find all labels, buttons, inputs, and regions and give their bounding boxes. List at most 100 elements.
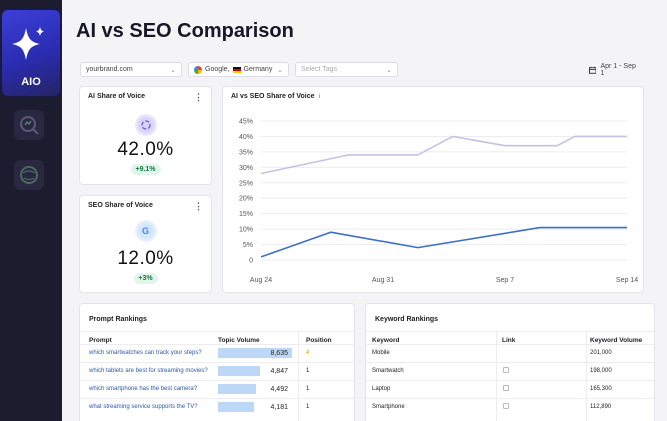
position-value: 1 (306, 404, 310, 410)
column-header-keyword[interactable]: Keyword (372, 337, 400, 344)
y-tick-label: 45% (239, 119, 253, 126)
y-tick-label: 5% (243, 242, 253, 249)
y-tick-label: 15% (239, 211, 253, 218)
domain-value: yourbrand.com (86, 66, 133, 73)
seo-share-card: SEO Share of Voice ⋮ G 12.0% +3% (79, 195, 212, 293)
column-header-topic-volume[interactable]: Topic Volume (218, 337, 260, 344)
ai-share-value: 42.0% (117, 139, 174, 160)
chevron-down-icon: ⌄ (386, 66, 392, 74)
column-header-link[interactable]: Link (502, 337, 516, 344)
y-tick-label: 40% (239, 134, 253, 141)
row-divider (366, 344, 654, 345)
topic-volume-value: 8,635 (270, 350, 288, 357)
more-options-icon[interactable]: ⋮ (194, 92, 203, 102)
prompt-link[interactable]: which tablets are best for streaming mov… (89, 368, 208, 374)
y-tick-label: 30% (239, 165, 253, 172)
tags-placeholder: Select Tags (301, 66, 338, 73)
position-value: 4 (306, 350, 310, 356)
chart-title-text: AI vs SEO Share of Voice (231, 93, 315, 100)
keyword-rankings-card: Keyword Rankings Keyword Link Keyword Vo… (365, 303, 655, 421)
x-tick-label: Aug 24 (250, 277, 272, 284)
ai-share-delta-badge: +9.1% (130, 164, 161, 175)
engine-country-select[interactable]: Google, Germany ⌄ (188, 62, 289, 77)
topic-volume-bar (218, 366, 260, 376)
series-line-seo[interactable] (260, 226, 627, 258)
prompt-rankings-card: Prompt Rankings Prompt Topic Volume Posi… (79, 303, 355, 421)
column-header-keyword-volume[interactable]: Keyword Volume (590, 337, 643, 344)
row-divider (366, 362, 654, 363)
seo-share-delta-badge: +3% (133, 273, 158, 284)
column-header-prompt[interactable]: Prompt (89, 337, 112, 344)
topic-volume-value: 4,847 (270, 368, 288, 375)
domain-select[interactable]: yourbrand.com ⌄ (80, 62, 182, 77)
google-icon (194, 65, 202, 74)
calendar-icon (589, 66, 597, 74)
y-tick-label: 25% (239, 180, 253, 187)
y-tick-label: 10% (239, 227, 253, 234)
prompt-link[interactable]: which smartwatches can track your steps? (89, 350, 202, 356)
row-divider (366, 398, 654, 399)
keyword-value: Smartphone (372, 404, 405, 410)
column-divider (496, 331, 497, 421)
share-of-voice-chart-card: AI vs SEO Share of Voice i 0 5% 10% 15% 20% 2… (222, 86, 644, 293)
keyword-value: Mobile (372, 350, 390, 356)
row-divider (80, 344, 354, 345)
date-range-picker[interactable]: Apr 1 - Sep 1 (584, 62, 644, 77)
chevron-down-icon: ⌄ (277, 66, 283, 74)
prompt-link[interactable]: which smartphone has the best camera? (89, 386, 198, 392)
external-link-icon[interactable] (503, 367, 509, 373)
more-options-icon[interactable]: ⋮ (194, 201, 203, 211)
y-tick-label: 0 (249, 258, 253, 265)
keyword-value: Laptop (372, 386, 391, 392)
sidebar-item-aio[interactable]: AIO (0, 8, 62, 98)
page-title: AI vs SEO Comparison (76, 20, 294, 42)
position-value: 1 (306, 368, 310, 374)
google-logo-icon: G (134, 220, 157, 242)
header-divider (366, 331, 654, 332)
x-tick-label: Sep 7 (496, 277, 514, 284)
column-header-position[interactable]: Position (306, 337, 332, 344)
keyword-volume-value: 198,000 (590, 368, 612, 374)
topic-volume-bar (218, 402, 254, 412)
ai-share-card: AI Share of Voice ⋮ 42.0% +9.1% (79, 86, 212, 185)
chevron-down-icon: ⌄ (170, 66, 176, 74)
header-divider (80, 331, 354, 332)
row-divider (80, 362, 354, 363)
series-line-ai[interactable] (260, 135, 627, 175)
topic-volume-value: 4,492 (270, 386, 288, 393)
keyword-volume-value: 112,890 (590, 404, 612, 410)
seo-share-value: 12.0% (117, 248, 174, 269)
tags-select[interactable]: Select Tags ⌄ (295, 62, 398, 77)
sparkle-icon (12, 27, 44, 60)
table-title: Prompt Rankings (89, 316, 147, 323)
y-tick-label: 20% (239, 196, 253, 203)
card-title: SEO Share of Voice (88, 202, 153, 209)
x-tick-label: Aug 31 (372, 277, 394, 284)
topic-volume-value: 4,181 (270, 404, 288, 411)
date-range-value: Apr 1 - Sep 1 (600, 62, 636, 77)
keyword-value: Smartwatch (372, 368, 404, 374)
engine-value: Google, (205, 66, 230, 73)
external-link-icon[interactable] (503, 403, 509, 409)
card-title: AI Share of Voice (88, 93, 146, 100)
analytics-icon[interactable] (14, 110, 44, 140)
topic-volume-bar (218, 348, 292, 358)
external-link-icon[interactable] (503, 385, 509, 391)
globe-icon[interactable] (14, 160, 44, 190)
row-divider (366, 380, 654, 381)
column-divider (298, 331, 299, 421)
prompt-link[interactable]: what streaming service supports the TV? (89, 404, 198, 410)
ai-logo-icon (134, 114, 157, 136)
line-chart: 0 5% 10% 15% 20% 25% 30% 35% 40% 45% Aug 24 Aug 31 S… (239, 119, 638, 285)
keyword-volume-value: 165,300 (590, 386, 612, 392)
sidebar-item-label: AIO (21, 76, 41, 88)
row-divider (80, 380, 354, 381)
position-value: 1 (306, 386, 310, 392)
table-title: Keyword Rankings (375, 316, 439, 323)
row-divider (80, 398, 354, 399)
info-icon[interactable]: i (318, 94, 321, 100)
y-tick-label: 35% (239, 149, 253, 156)
chart-title: AI vs SEO Share of Voice i (231, 93, 320, 100)
sidebar: AIO (0, 0, 62, 421)
topic-volume-bar (218, 384, 256, 394)
